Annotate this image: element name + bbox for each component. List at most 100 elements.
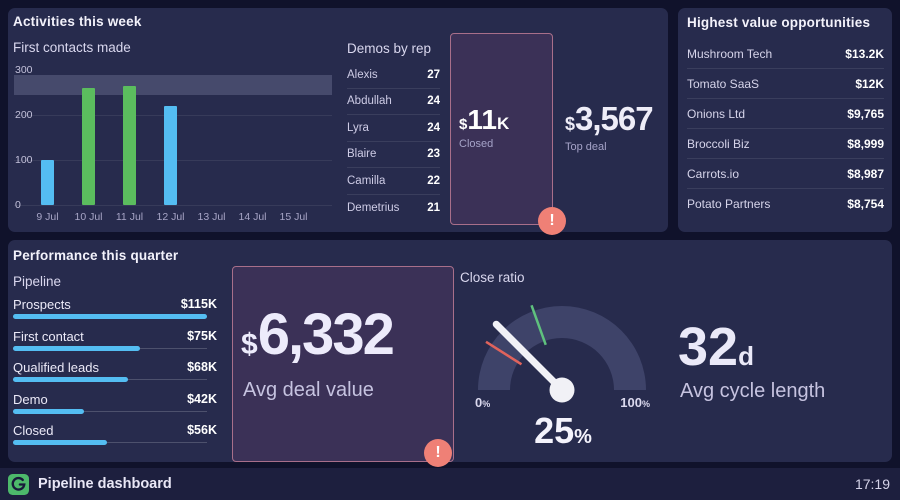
- geckoboard-logo-icon: [8, 473, 29, 495]
- stage-label: Qualified leads: [13, 360, 99, 375]
- opportunity-name: Broccoli Biz: [687, 136, 750, 151]
- x-axis-label: 15 Jul: [279, 211, 308, 223]
- gauge-hub: [549, 377, 575, 403]
- x-axis-label: 14 Jul: [238, 211, 267, 223]
- demo-row: Demetrius 21: [347, 195, 440, 222]
- stage-value: $75K: [187, 328, 217, 343]
- stage-label: Closed: [13, 423, 54, 438]
- stage-value: $68K: [187, 360, 217, 374]
- avg-deal-widget: $6,332 Avg deal value: [232, 266, 454, 462]
- opportunity-value: $12K: [855, 76, 884, 91]
- stage-bar: [13, 314, 207, 319]
- x-axis-label: 11 Jul: [115, 211, 144, 223]
- stage-bar: [13, 440, 108, 445]
- demos-by-rep-title: Demos by rep: [347, 41, 432, 56]
- cycle-length-value: 32d: [678, 317, 754, 377]
- stage-value: $56K: [187, 423, 217, 437]
- pipeline-stage: Prospects $115K: [13, 297, 217, 328]
- rep-count: 24: [427, 121, 440, 134]
- top-deal-widget: $3,567 Top deal: [565, 100, 654, 153]
- pipeline-stage: Demo $42K: [13, 392, 217, 423]
- clock: 17:19: [854, 476, 890, 492]
- opportunity-name: Carrots.io: [687, 166, 740, 181]
- rep-count: 21: [427, 201, 440, 214]
- stage-track: [13, 410, 207, 412]
- goal-band: [14, 74, 332, 96]
- opportunity-row: Carrots.io $8,987: [687, 159, 884, 189]
- demos-by-rep-list: Alexis 27 Abdullah 24 Lyra 24 Blaire 23 Camilla 2…: [347, 62, 440, 221]
- gauge-tick: [530, 304, 547, 346]
- gauge-tick: [485, 340, 523, 366]
- opportunity-row: Potato Partners $8,754: [687, 189, 884, 219]
- opportunity-row: Tomato SaaS $12K: [687, 69, 884, 99]
- first-contacts-chart-title: First contacts made: [13, 40, 131, 55]
- rep-name: Blaire: [347, 148, 377, 161]
- performance-title: Performance this quarter: [13, 248, 179, 263]
- close-ratio-value: 25%: [534, 410, 592, 451]
- pipeline-stage: First contact $75K: [13, 329, 217, 360]
- demo-row: Alexis 27: [347, 62, 440, 89]
- avg-deal-label: Avg deal value: [243, 379, 374, 401]
- alert-badge-icon[interactable]: !: [538, 207, 566, 235]
- stage-value: $42K: [187, 391, 217, 406]
- opportunities-panel: Highest value opportunities Mushroom Tec…: [678, 8, 892, 232]
- pipeline-stage: Closed $56K: [13, 423, 217, 454]
- pipeline-title: Pipeline: [13, 274, 62, 289]
- currency-symbol: $: [565, 114, 576, 134]
- opportunity-row: Onions Ltd $9,765: [687, 99, 884, 129]
- top-deal-value: $3,567: [565, 100, 654, 137]
- opportunity-row: Broccoli Biz $8,999: [687, 129, 884, 159]
- opportunity-row: Mushroom Tech $13.2K: [687, 39, 884, 69]
- bar: [164, 106, 177, 205]
- stage-track: [13, 442, 207, 443]
- stage-bar: [13, 377, 128, 382]
- rep-name: Alexis: [347, 68, 378, 81]
- opportunity-name: Potato Partners: [687, 197, 771, 211]
- opportunity-name: Onions Ltd: [687, 106, 746, 121]
- rep-name: Demetrius: [347, 201, 400, 214]
- x-axis-label: 10 Jul: [74, 211, 103, 223]
- opportunity-name: Tomato SaaS: [687, 76, 760, 91]
- closed-widget: $11K Closed: [450, 33, 553, 225]
- opportunity-value: $9,765: [847, 106, 884, 121]
- bar: [123, 85, 136, 205]
- closed-label: Closed: [459, 138, 494, 150]
- stage-label: First contact: [13, 328, 84, 344]
- stage-value: $115K: [180, 297, 217, 311]
- closed-value: $11K: [459, 104, 510, 135]
- activities-panel: Activities this week First contacts made…: [8, 8, 668, 235]
- rep-count: 23: [427, 148, 440, 161]
- stage-bar: [13, 345, 140, 351]
- rep-count: 24: [427, 95, 440, 108]
- avg-deal-value: $6,332: [241, 302, 395, 367]
- demo-row: Camilla 22: [347, 168, 440, 195]
- currency-symbol: $: [241, 328, 258, 361]
- x-axis-label: 13 Jul: [197, 211, 226, 223]
- gauge-min-label: 0%: [475, 395, 491, 410]
- opportunity-value: $13.2K: [845, 46, 884, 61]
- bar: [41, 160, 54, 205]
- alert-badge-icon[interactable]: !: [424, 439, 452, 467]
- y-axis-tick: 100: [15, 154, 33, 166]
- gauge-arc: [478, 306, 646, 390]
- stage-label: Prospects: [13, 297, 71, 312]
- rep-name: Camilla: [347, 174, 386, 187]
- bar: [82, 88, 95, 205]
- stage-label: Demo: [13, 391, 48, 407]
- x-axis: 9 Jul 10 Jul 11 Jul 12 Jul 13 Jul 14 Jul 15 Ju…: [14, 211, 332, 225]
- opportunity-value: $8,987: [847, 166, 884, 181]
- performance-panel: Performance this quarter Pipeline Prospe…: [8, 240, 892, 467]
- x-axis-label: 9 Jul: [36, 211, 59, 223]
- pipeline-stage: Qualified leads $68K: [13, 360, 217, 391]
- footer-bar: Pipeline dashboard 17:19: [0, 468, 900, 500]
- demo-row: Abdullah 24: [347, 89, 440, 115]
- opportunity-value: $8,999: [847, 136, 884, 151]
- y-axis-tick: 0: [15, 199, 21, 211]
- opportunity-value: $8,754: [847, 197, 884, 211]
- currency-symbol: $: [459, 116, 468, 133]
- rep-name: Abdullah: [347, 95, 392, 108]
- rep-count: 27: [427, 68, 440, 81]
- top-deal-label: Top deal: [565, 141, 607, 153]
- rep-count: 22: [427, 174, 440, 187]
